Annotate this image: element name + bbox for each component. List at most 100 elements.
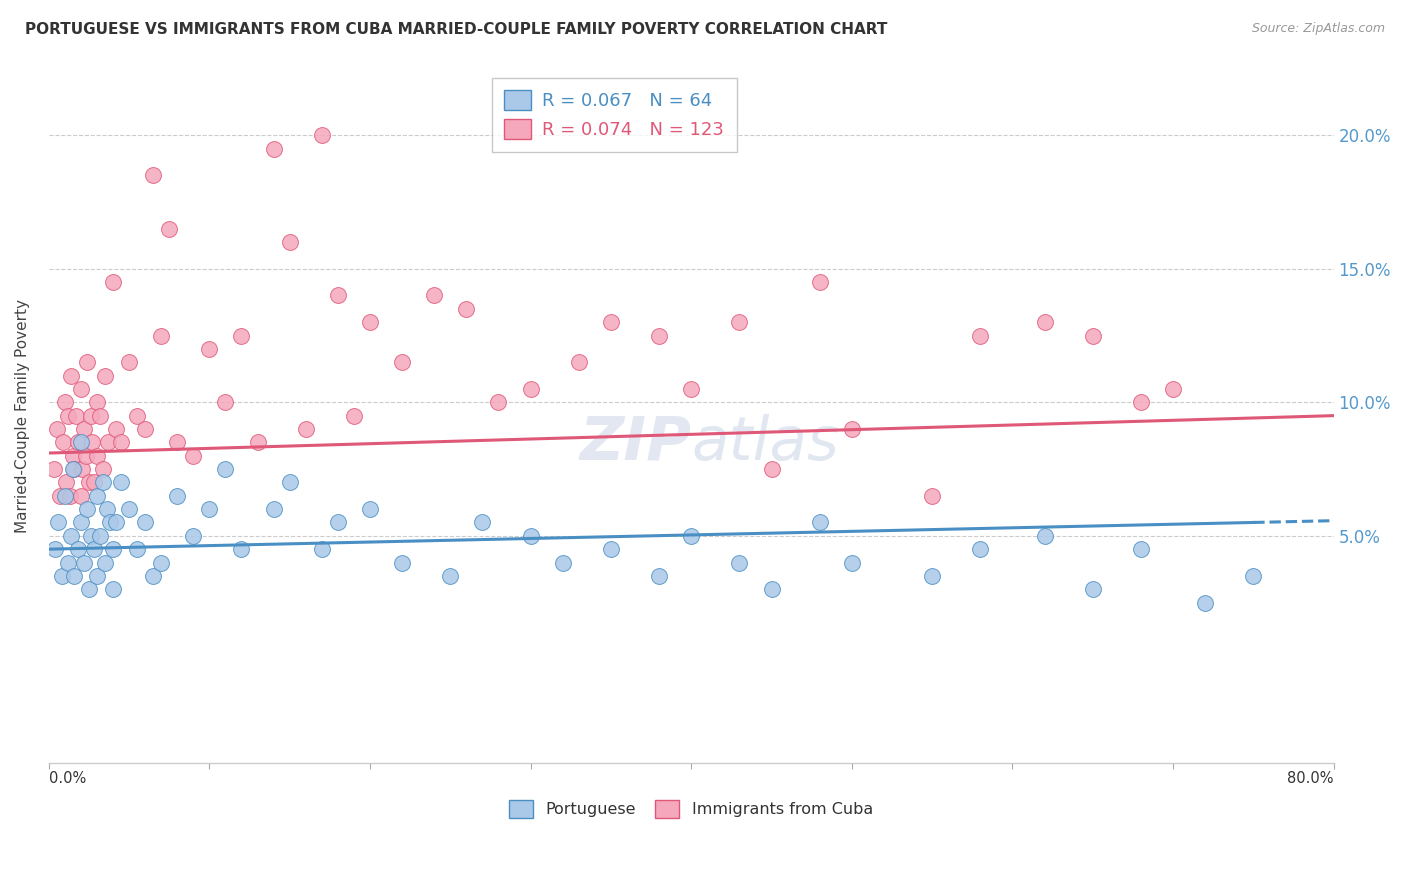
Point [150,556,173,570]
Point [94,556,117,570]
Point [921,489,943,503]
Point [391,556,413,570]
Point [86,449,108,463]
Point [263,142,285,156]
Point [72,462,94,476]
Point [70,382,93,396]
Point [391,355,413,369]
Point [105,516,128,530]
Point [808,275,831,289]
Point [1033,529,1056,543]
Point [142,569,165,583]
Point [66,435,89,450]
Point [105,422,128,436]
Point [311,542,333,557]
Y-axis label: Married-Couple Family Poverty: Married-Couple Family Poverty [15,299,30,533]
Point [77,475,100,490]
Point [60,529,83,543]
Point [45,422,67,436]
Point [60,368,83,383]
Point [63,569,86,583]
Legend: Portuguese, Immigrants from Cuba: Portuguese, Immigrants from Cuba [502,794,880,824]
Point [551,556,574,570]
Point [66,542,89,557]
Point [63,462,86,476]
Point [921,569,943,583]
Point [42,462,65,476]
Point [761,582,783,597]
Point [599,542,621,557]
Point [150,328,173,343]
Point [79,529,101,543]
Point [79,409,101,423]
Point [471,516,494,530]
Point [55,475,77,490]
Point [278,235,301,249]
Point [761,462,783,476]
Point [157,221,180,235]
Point [294,422,316,436]
Text: atlas: atlas [692,414,839,473]
Point [83,542,105,557]
Point [681,529,703,543]
Point [118,355,141,369]
Point [53,489,76,503]
Point [1194,596,1216,610]
Point [86,489,108,503]
Point [343,409,366,423]
Point [98,516,121,530]
Point [97,435,120,450]
Point [599,315,621,329]
Point [359,315,381,329]
Point [311,128,333,143]
Point [73,556,96,570]
Point [214,395,236,409]
Point [1081,328,1104,343]
Point [49,489,72,503]
Point [73,422,96,436]
Point [728,556,751,570]
Text: 80.0%: 80.0% [1286,771,1334,786]
Point [56,409,79,423]
Point [1033,315,1056,329]
Point [231,542,253,557]
Point [89,409,111,423]
Point [231,328,253,343]
Point [110,475,132,490]
Point [1081,582,1104,597]
Point [841,422,863,436]
Point [127,542,149,557]
Point [96,502,118,516]
Point [142,169,165,183]
Point [86,569,108,583]
Point [83,475,105,490]
Point [423,288,446,302]
Point [70,489,93,503]
Point [82,435,104,450]
Point [59,489,82,503]
Point [648,569,671,583]
Point [77,582,100,597]
Point [728,315,751,329]
Point [263,502,285,516]
Point [1129,395,1152,409]
Point [110,435,132,450]
Text: 0.0%: 0.0% [49,771,86,786]
Point [89,529,111,543]
Point [214,462,236,476]
Point [841,556,863,570]
Point [808,516,831,530]
Point [134,516,156,530]
Point [181,449,204,463]
Point [101,582,124,597]
Point [51,569,73,583]
Point [93,475,115,490]
Point [76,502,98,516]
Point [48,516,70,530]
Point [166,435,188,450]
Point [969,542,991,557]
Point [65,409,87,423]
Point [70,435,93,450]
Point [101,542,124,557]
Text: Source: ZipAtlas.com: Source: ZipAtlas.com [1251,22,1385,36]
